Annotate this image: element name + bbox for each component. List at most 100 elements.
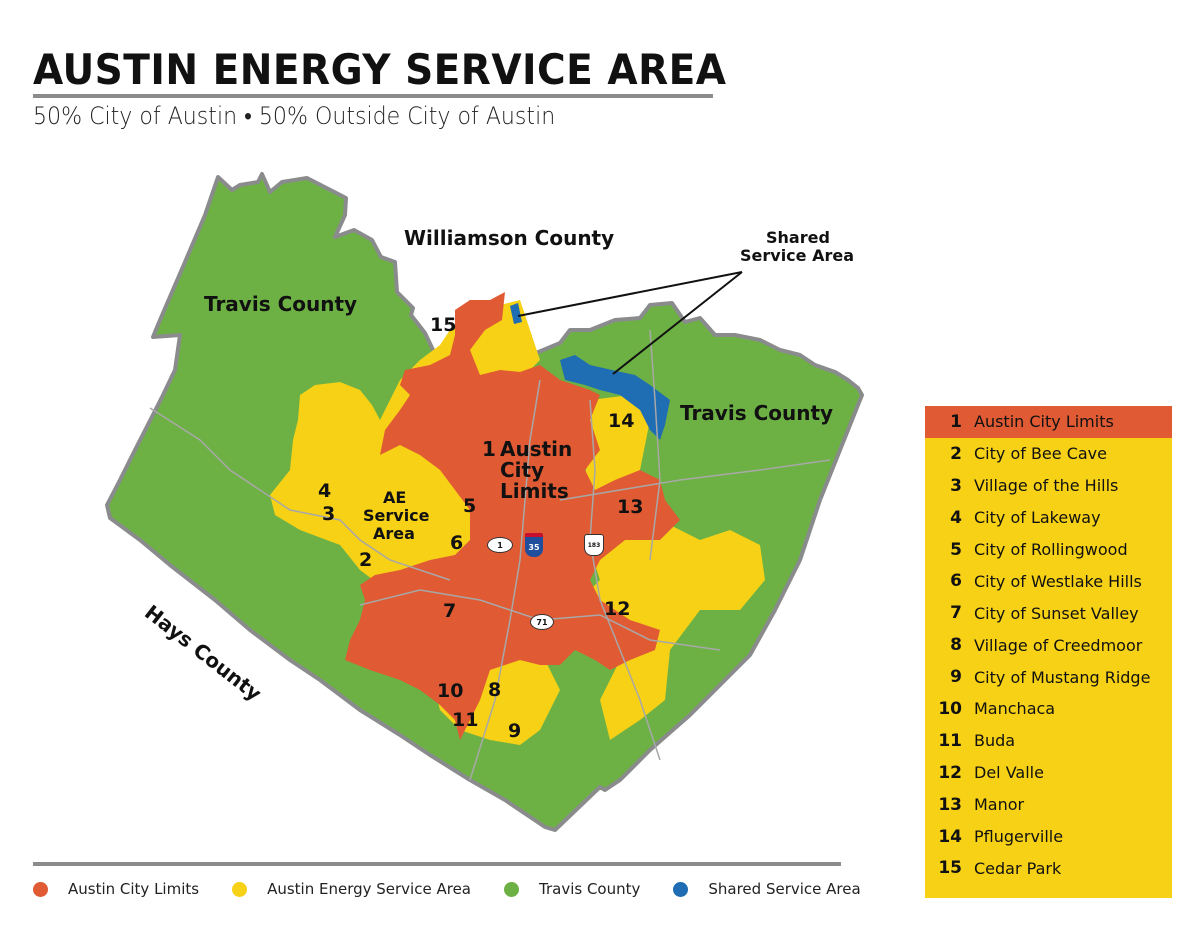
austin-city-limits-region — [345, 292, 680, 740]
key-number: 9 — [950, 667, 962, 688]
key-label: City of Westlake Hills — [974, 571, 1142, 591]
legend-divider — [33, 862, 841, 866]
area-number-8: 8 — [488, 679, 502, 701]
key-row-7: 7 City of Sunset Valley — [925, 597, 1172, 629]
key-number: 13 — [938, 794, 962, 815]
key-number: 5 — [950, 539, 962, 560]
area-number-7: 7 — [443, 600, 457, 622]
legend-label: Austin City Limits — [68, 880, 200, 898]
area-number-4: 4 — [318, 480, 332, 502]
key-number: 2 — [950, 443, 962, 464]
key-label: City of Lakeway — [974, 508, 1101, 528]
area-number-9: 9 — [508, 720, 522, 742]
key-label: City of Bee Cave — [974, 444, 1107, 464]
key-row-1: 1 Austin City Limits — [925, 406, 1172, 438]
highway-1-shield: 1 — [487, 537, 513, 553]
key-row-2: 2 City of Bee Cave — [925, 438, 1172, 470]
key-label: Village of the Hills — [974, 476, 1119, 496]
area-number-13: 13 — [617, 496, 644, 518]
travis-county-label-ne: Travis County — [680, 401, 834, 425]
green-dot-icon — [504, 881, 519, 897]
key-number: 3 — [950, 475, 962, 496]
key-number: 7 — [950, 603, 962, 624]
key-number: 6 — [950, 571, 962, 592]
area-number-3: 3 — [322, 503, 336, 525]
key-label: Pflugerville — [974, 827, 1064, 847]
key-row-13: 13 Manor — [925, 789, 1172, 821]
callout-line-pflugerville — [612, 271, 743, 375]
shared-service-area-pflugerville — [560, 355, 670, 440]
key-row-12: 12 Del Valle — [925, 757, 1172, 789]
legend-item-austin-city-limits: Austin City Limits — [33, 880, 199, 898]
ae-service-area-label-2: Service — [363, 506, 430, 525]
key-number: 11 — [938, 730, 962, 751]
key-row-8: 8 Village of Creedmoor — [925, 629, 1172, 661]
key-label: Del Valle — [974, 763, 1044, 783]
key-number: 12 — [938, 762, 962, 783]
shared-service-area-callout-2: Service Area — [740, 246, 855, 265]
area-number-2: 2 — [359, 549, 373, 571]
legend-label: Austin Energy Service Area — [267, 880, 471, 898]
area-number-12: 12 — [604, 598, 631, 620]
austin-city-limits-label-3: Limits — [500, 479, 569, 503]
legend-label: Shared Service Area — [708, 880, 861, 898]
ae-service-area-label-1: AE — [383, 488, 407, 507]
key-label: City of Sunset Valley — [974, 603, 1139, 623]
key-row-6: 6 City of Westlake Hills — [925, 565, 1172, 597]
key-number: 1 — [950, 411, 962, 432]
williamson-county-label: Williamson County — [404, 226, 615, 250]
area-number-5: 5 — [463, 495, 477, 517]
title-divider — [33, 94, 713, 98]
legend-item-ae-service-area: Austin Energy Service Area — [232, 880, 471, 898]
key-label: Manchaca — [974, 699, 1056, 719]
key-row-9: 9 City of Mustang Ridge — [925, 661, 1172, 693]
key-number: 8 — [950, 635, 962, 656]
key-label: Austin City Limits — [974, 412, 1114, 432]
key-number: 14 — [938, 826, 962, 847]
interstate-35-shield: 35 — [525, 533, 543, 557]
travis-county-label-nw: Travis County — [204, 292, 358, 316]
key-number: 4 — [950, 507, 962, 528]
area-number-14: 14 — [608, 410, 635, 432]
key-row-10: 10 Manchaca — [925, 693, 1172, 725]
blue-dot-icon — [673, 881, 689, 897]
legend-item-shared-service-area: Shared Service Area — [673, 880, 861, 898]
key-row-4: 4 City of Lakeway — [925, 502, 1172, 534]
key-label: City of Rollingwood — [974, 540, 1128, 559]
key-row-3: 3 Village of the Hills — [925, 470, 1172, 502]
yellow-dot-icon — [232, 881, 248, 897]
key-label: Buda — [974, 731, 1016, 751]
map-legend: Austin City Limits Austin Energy Service… — [33, 880, 894, 898]
key-row-5: 5 City of Rollingwood — [925, 534, 1172, 566]
callout-line-north — [517, 271, 743, 317]
key-row-14: 14 Pflugerville — [925, 821, 1172, 853]
key-row-15: 15 Cedar Park — [925, 852, 1172, 884]
key-label: Cedar Park — [974, 858, 1062, 878]
area-number-15: 15 — [430, 314, 457, 336]
us-183-shield: 183 — [584, 534, 604, 556]
austin-city-limits-inlet-yellow — [380, 460, 455, 550]
page-subtitle: 50% City of Austin • 50% Outside City of… — [33, 102, 556, 130]
orange-dot-icon — [33, 881, 48, 897]
austin-city-limits-number: 1 — [482, 437, 496, 461]
shared-service-area-north — [510, 303, 522, 324]
legend-item-travis-county: Travis County — [504, 880, 640, 898]
legend-label: Travis County — [539, 880, 641, 898]
key-number: 10 — [938, 698, 962, 719]
austin-city-limits-label-1: Austin — [500, 437, 573, 461]
austin-city-limits-label-2: City — [500, 458, 545, 482]
ae-service-area-label-3: Area — [373, 524, 415, 543]
highway-71-shield: 71 — [530, 614, 554, 630]
area-number-6: 6 — [450, 532, 464, 554]
area-number-10: 10 — [437, 680, 464, 702]
area-number-11: 11 — [452, 709, 479, 731]
key-row-11: 11 Buda — [925, 725, 1172, 757]
shared-service-area-callout-1: Shared — [766, 228, 830, 247]
key-number: 15 — [938, 858, 962, 879]
page-title: AUSTIN ENERGY SERVICE AREA — [33, 45, 727, 94]
key-label: Village of Creedmoor — [974, 635, 1143, 655]
key-label: Manor — [974, 795, 1025, 815]
key-label: City of Mustang Ridge — [974, 667, 1151, 687]
